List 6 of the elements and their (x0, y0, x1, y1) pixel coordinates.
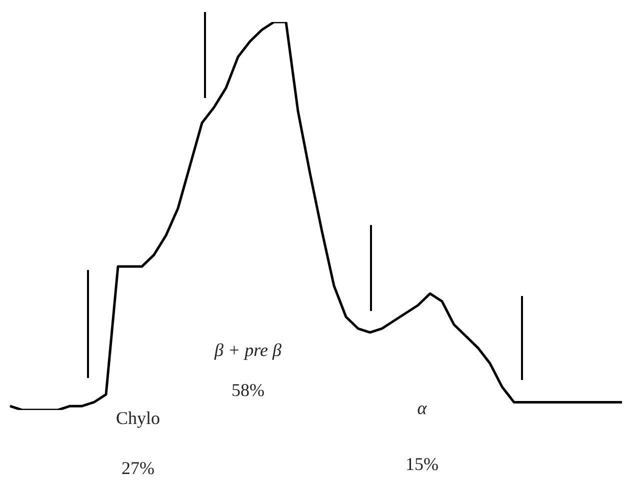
annotation: β + pre β (214, 340, 282, 361)
annotation: α (417, 398, 427, 419)
text: 15% (406, 454, 438, 475)
text: 27% (122, 458, 154, 479)
annotation: 58% (232, 380, 264, 401)
annotation: Chylo (116, 408, 160, 429)
